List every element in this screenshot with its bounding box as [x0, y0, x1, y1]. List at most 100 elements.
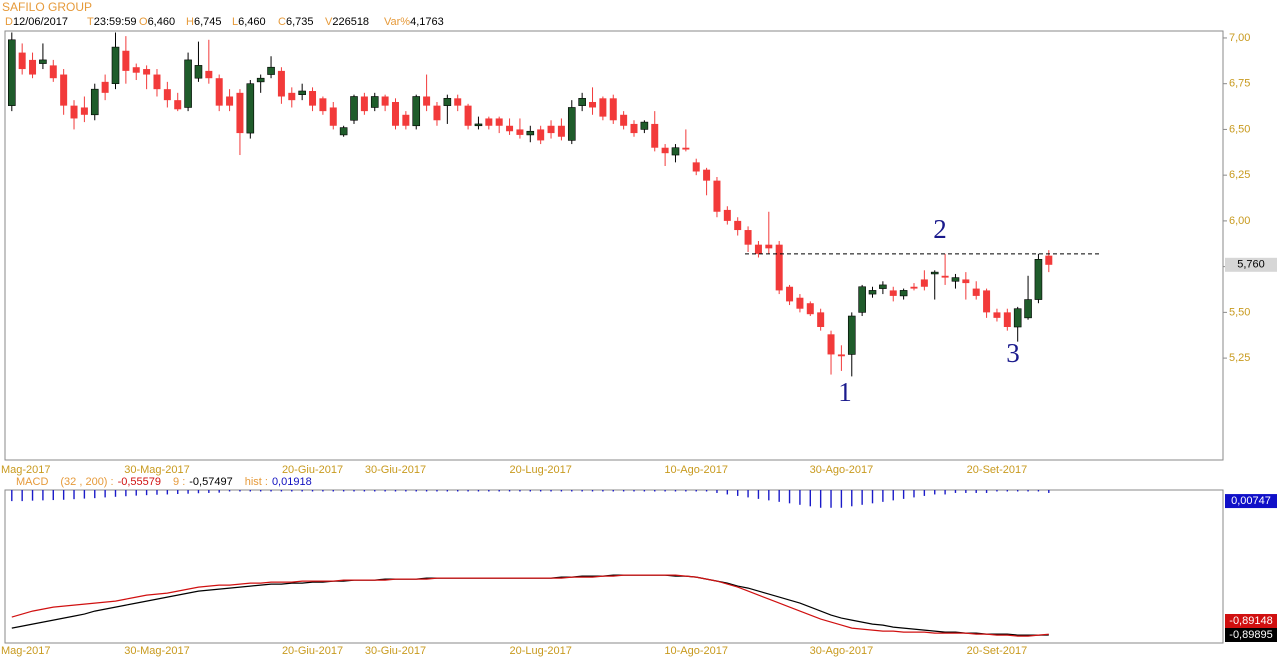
field-key: H: [186, 16, 194, 28]
reading-value: 0,01918: [272, 476, 312, 488]
candle-body: [941, 275, 949, 278]
candle-body: [609, 98, 617, 121]
candle-body: [215, 78, 223, 106]
header-field: Var%4,1763: [384, 16, 444, 28]
reading-label: 9 :: [173, 476, 185, 488]
candle-body: [29, 59, 37, 75]
candle-body: [153, 74, 161, 90]
field-key: C: [278, 16, 286, 28]
candle-body: [516, 129, 524, 135]
candle-body: [370, 96, 379, 108]
candle-body: [60, 74, 68, 106]
candle-body: [506, 125, 514, 132]
candle-body: [101, 81, 109, 93]
field-value: 6,460: [148, 16, 176, 28]
candle-body: [111, 46, 120, 84]
candle-body: [464, 105, 472, 126]
header-field: O6,460: [139, 16, 175, 28]
x-tick-label: 30-Giu-2017: [365, 645, 426, 657]
candle-body: [567, 107, 576, 141]
candle-body: [423, 96, 431, 106]
candle-body: [163, 89, 171, 101]
candle-body: [671, 147, 680, 156]
candle-body: [360, 96, 368, 112]
candle-body: [18, 52, 26, 70]
candle-body: [80, 107, 88, 115]
x-tick-label: 30-Ago-2017: [810, 645, 874, 657]
candle-body: [236, 92, 244, 134]
candle-body: [143, 69, 151, 75]
candle-body: [661, 147, 669, 154]
candle-body: [132, 67, 140, 73]
candle-body: [433, 105, 441, 121]
hist-value-box: [1225, 494, 1277, 509]
reading-label: hist :: [245, 476, 268, 488]
candle-body: [889, 290, 897, 296]
macd-panel: [4, 489, 1224, 644]
x-tick-label: 20-Set-2017: [967, 645, 1028, 657]
annotation: 1: [838, 377, 852, 407]
candle-body: [49, 65, 57, 79]
candle-body: [205, 70, 213, 79]
candle-body: [630, 123, 638, 134]
candle-body: [298, 90, 306, 95]
candle-body: [703, 169, 711, 181]
hist-value-label: 0,00747: [1231, 495, 1271, 507]
candle-body: [194, 65, 203, 79]
y-tick-label: 6,25: [1229, 169, 1250, 181]
candle-body: [651, 123, 659, 148]
candle-body: [993, 312, 1001, 318]
candle-body: [837, 354, 845, 357]
field-value: 226518: [332, 16, 369, 28]
field-value: 12/06/2017: [13, 16, 68, 28]
candle-body: [454, 98, 462, 106]
candle-body: [309, 91, 317, 106]
macd-value-label: -0,89895: [1229, 629, 1272, 641]
candle-body: [910, 286, 918, 289]
field-key: Var%: [384, 16, 410, 28]
candle-body: [256, 77, 265, 83]
candle-body: [951, 277, 960, 282]
candle-body: [578, 98, 586, 106]
candle-body: [879, 284, 887, 289]
candle-body: [537, 129, 545, 141]
reading-value: -0,55579: [118, 476, 161, 488]
header-field: L6,460: [232, 16, 266, 28]
candle-body: [90, 88, 99, 116]
candle-body: [319, 98, 327, 112]
candle-body: [682, 147, 690, 150]
field-key: T: [87, 16, 94, 28]
candle-body: [972, 288, 980, 296]
candle-body: [267, 66, 275, 75]
candle-body: [868, 290, 877, 295]
candle-body: [765, 244, 773, 249]
reading-label: (32 , 200) :: [60, 476, 113, 488]
header-field: H6,745: [186, 16, 221, 28]
candle-body: [983, 290, 991, 313]
y-tick-label: 6,75: [1229, 78, 1250, 90]
last-price-box: [1225, 257, 1277, 272]
candle-body: [474, 123, 483, 127]
x-tick-label: 20-Giu-2017: [282, 464, 343, 476]
candle-body: [288, 92, 296, 101]
field-key: V: [325, 16, 333, 28]
candle-body: [350, 96, 358, 121]
last-price-label: 5,760: [1237, 259, 1265, 271]
y-tick-label: 6,00: [1229, 215, 1250, 227]
candle-body: [754, 244, 762, 254]
candle-body: [8, 39, 16, 106]
candle-body: [495, 118, 503, 126]
field-key: D: [5, 16, 13, 28]
candle-body: [744, 230, 752, 245]
candle-body: [70, 105, 78, 119]
candle-body: [640, 121, 649, 130]
x-tick-label: 30-Giu-2017: [365, 464, 426, 476]
x-tick-label: 30-Mag-2017: [124, 464, 189, 476]
x-tick-label: 20-Lug-2017: [509, 645, 571, 657]
y-tick-label: 7,00: [1229, 32, 1250, 44]
field-value: 4,1763: [410, 16, 444, 28]
candle-body: [806, 303, 814, 315]
candle-body: [485, 118, 493, 126]
header-field: T23:59:59: [87, 16, 137, 28]
candle-body: [526, 130, 535, 136]
